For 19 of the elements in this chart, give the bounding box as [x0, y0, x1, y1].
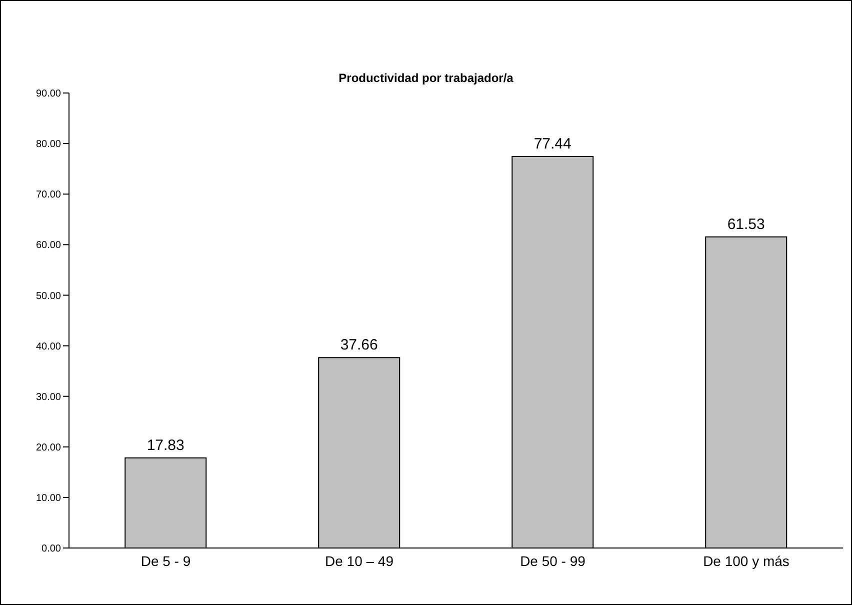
- y-tick-label: 60.00: [36, 240, 62, 252]
- y-tick-label: 40.00: [36, 341, 62, 352]
- data-label: 37.66: [340, 336, 378, 354]
- y-tick-label: 10.00: [36, 492, 62, 504]
- y-tick-label: 20.00: [36, 442, 62, 454]
- data-label: 17.83: [146, 436, 184, 454]
- chart-title: Productividad por trabajador/a: [338, 71, 514, 85]
- x-tick-label: De 10 – 49: [325, 552, 394, 569]
- x-tick-label: De 100 y más: [703, 552, 790, 569]
- y-tick-label: 0.00: [42, 544, 62, 555]
- y-tick-label: 30.00: [36, 392, 62, 403]
- data-label: 61.53: [727, 216, 765, 233]
- data-label: 77.44: [534, 136, 572, 152]
- y-tick-label: 50.00: [36, 290, 62, 302]
- x-tick-label: De 5 - 9: [140, 552, 191, 569]
- y-tick-label: 90.00: [36, 88, 62, 100]
- x-tick-label: De 50 - 99: [520, 552, 586, 569]
- y-tick-label: 70.00: [36, 190, 62, 201]
- y-tick-label: 80.00: [36, 139, 62, 150]
